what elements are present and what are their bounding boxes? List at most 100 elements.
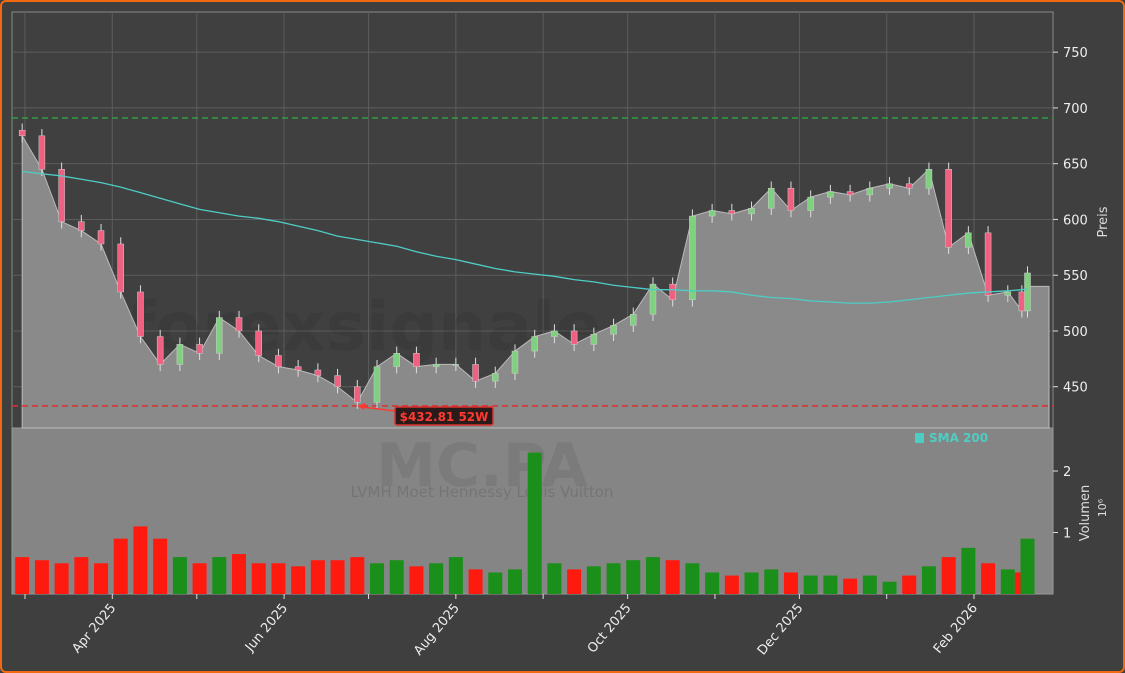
candle-body <box>294 366 302 371</box>
x-tick-label: Dec 2025 <box>755 601 807 658</box>
candle-body <box>432 364 440 367</box>
low-annotation-arrow <box>361 406 396 412</box>
price-tick-label: 750 <box>1063 46 1088 61</box>
candle-body <box>649 283 657 315</box>
candle-body <box>472 364 479 382</box>
candle-body <box>235 317 243 332</box>
volume-tick-label: 2 <box>1063 465 1071 480</box>
volume-bar <box>961 547 976 594</box>
candle-body <box>728 210 736 215</box>
candle-body <box>354 386 361 403</box>
candle-body <box>984 232 992 296</box>
volume-bar <box>645 557 660 594</box>
volume-bar <box>350 557 365 594</box>
candle-body <box>630 313 637 326</box>
volume-bar <box>586 566 601 594</box>
watermark-ticker: MC.PA <box>376 431 588 501</box>
candle-body <box>156 336 164 365</box>
volume-bar <box>527 452 542 594</box>
candle-body <box>58 169 65 222</box>
volume-bar <box>507 569 522 594</box>
candle-body <box>511 350 519 374</box>
volume-bar <box>429 563 444 594</box>
watermark-company: LVMH Moet Hennessy Louis Vuitton <box>351 483 614 501</box>
candle-body <box>393 353 400 367</box>
candle-body <box>314 369 322 376</box>
volume-bar <box>764 569 779 594</box>
candle-body <box>97 230 105 245</box>
volume-bar <box>1000 569 1015 594</box>
volume-bar <box>192 563 207 594</box>
volume-bar <box>882 581 897 594</box>
candle-body <box>551 330 558 337</box>
candle-body <box>137 291 144 337</box>
price-tick-label: 450 <box>1063 381 1088 396</box>
volume-bar <box>232 554 247 594</box>
candle-body <box>78 221 85 231</box>
candle-body <box>452 364 460 366</box>
candle-body <box>846 191 854 196</box>
candle-body <box>492 373 499 382</box>
volume-bar <box>291 566 306 594</box>
volume-bar <box>665 560 680 594</box>
volume-bar <box>685 563 700 594</box>
candle-body <box>334 375 341 387</box>
low-annotation-box <box>394 406 494 426</box>
candle-body <box>590 334 598 345</box>
volume-bar <box>310 560 325 594</box>
price-tick-label: 700 <box>1063 102 1088 117</box>
volume-bar <box>488 572 503 594</box>
candle-body <box>807 196 814 211</box>
candle-body <box>886 183 893 189</box>
volume-bar <box>409 566 424 594</box>
volume-bar <box>74 557 89 594</box>
volume-bar <box>981 563 996 594</box>
volume-bar <box>803 575 818 594</box>
price-area <box>21 133 1050 429</box>
volume-axis-label: Volumen <box>1078 485 1093 542</box>
candle-body <box>827 191 834 198</box>
candle-body <box>925 169 933 189</box>
volume-bar <box>626 560 641 594</box>
volume-bar <box>724 575 739 594</box>
volume-bar <box>389 560 404 594</box>
volume-bar <box>567 569 582 594</box>
volume-bar <box>113 538 128 594</box>
volume-multiplier-label: 10⁶ <box>1096 498 1109 517</box>
volume-bar <box>271 563 286 594</box>
x-tick-label: Jun 2025 <box>242 601 291 655</box>
candle-body <box>787 187 795 211</box>
candle-body <box>1018 291 1026 312</box>
volume-bar <box>547 563 562 594</box>
candle-body <box>216 317 223 354</box>
x-tick-label: Aug 2025 <box>411 601 463 659</box>
candle-body <box>866 187 874 196</box>
volume-bar <box>941 557 956 594</box>
legend-label-sma: SMA 200 <box>929 431 988 445</box>
price-tick-label: 600 <box>1063 213 1088 228</box>
candle-body <box>275 355 282 367</box>
candle-body <box>689 215 696 300</box>
volume-bar <box>843 578 858 594</box>
candle-body <box>531 336 538 352</box>
price-tick-label: 500 <box>1063 325 1088 340</box>
candle-body <box>117 243 124 293</box>
x-tick-label: Oct 2025 <box>585 601 635 656</box>
candle-body <box>767 187 775 209</box>
candle-body <box>196 344 203 354</box>
price-tick-label: 550 <box>1063 269 1088 284</box>
sma-200-line <box>22 170 1028 304</box>
candle-body <box>669 283 676 300</box>
volume-bar <box>862 575 877 594</box>
candle-body <box>708 210 716 217</box>
low-annotation-text: $432.81 52W <box>400 410 489 424</box>
candle-body <box>945 169 952 248</box>
candle-body <box>413 353 420 367</box>
candle-body <box>1004 291 1012 296</box>
volume-bar <box>783 572 798 594</box>
volume-bar <box>94 563 109 594</box>
volume-bar <box>34 560 49 594</box>
candle-body <box>38 135 46 170</box>
x-tick-label: Apr 2025 <box>69 601 119 656</box>
candle-body <box>255 330 262 356</box>
